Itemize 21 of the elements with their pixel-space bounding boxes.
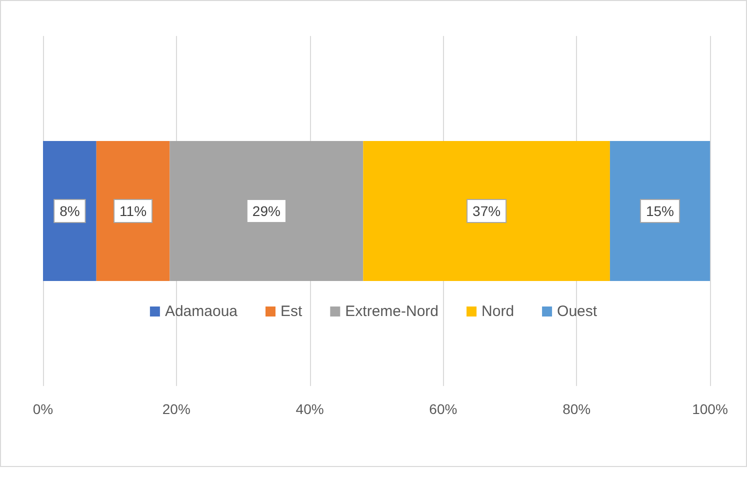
x-tick-label: 60%	[429, 401, 458, 417]
x-tick-label: 0%	[32, 401, 54, 417]
data-label: 8%	[60, 203, 80, 219]
legend-label: Est	[280, 303, 303, 320]
bar	[170, 141, 364, 281]
legend-label: Extreme-Nord	[345, 303, 439, 320]
bar	[96, 141, 170, 281]
x-tick-label: 40%	[296, 401, 324, 417]
data-label: 29%	[252, 203, 280, 219]
bar	[43, 141, 96, 281]
x-tick-label: 100%	[692, 401, 728, 417]
data-label: 15%	[646, 203, 674, 219]
legend-label: Adamaoua	[164, 303, 238, 320]
data-label: 11%	[120, 203, 147, 219]
bar	[363, 141, 610, 281]
x-tick-label: 80%	[562, 401, 591, 417]
data-label: 37%	[472, 203, 501, 219]
x-tick-label: 20%	[162, 401, 190, 417]
legend-label: Ouest	[557, 303, 598, 320]
bar	[610, 141, 710, 281]
legend-label: Nord	[482, 303, 514, 320]
